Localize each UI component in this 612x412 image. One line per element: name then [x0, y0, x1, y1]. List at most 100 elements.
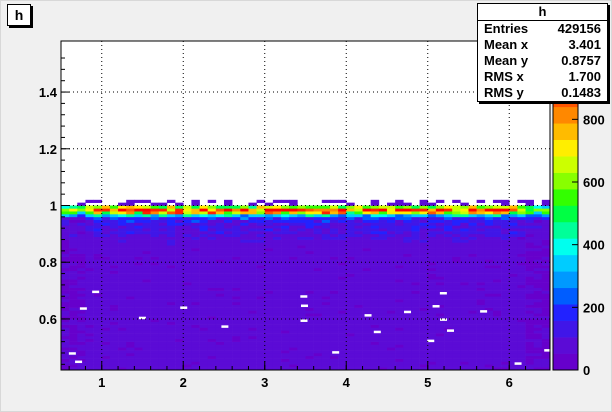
- heatmap-cell: [109, 248, 119, 252]
- heatmap-cell: [61, 358, 70, 362]
- heatmap-cell: [460, 321, 469, 325]
- heatmap-cell: [281, 273, 290, 277]
- heatmap-cell: [272, 333, 282, 337]
- heatmap-cell: [313, 222, 323, 226]
- heatmap-cell: [362, 347, 371, 351]
- heatmap-cell: [403, 242, 412, 246]
- heatmap-cell: [541, 239, 551, 243]
- heatmap-cell: [468, 293, 477, 297]
- heatmap-cell: [419, 350, 429, 354]
- heatmap-cell: [224, 290, 233, 294]
- heatmap-cell: [501, 259, 510, 263]
- heatmap-cell: [370, 313, 380, 317]
- heatmap-cell: [256, 211, 266, 215]
- heatmap-cell: [444, 219, 453, 223]
- heatmap-cell: [215, 313, 225, 317]
- heatmap-cell: [207, 239, 217, 243]
- heatmap-cell: [517, 304, 526, 308]
- heatmap-cell: [468, 321, 477, 325]
- heatmap-cell: [207, 335, 217, 340]
- heatmap-cell: [126, 316, 135, 320]
- heatmap-cell: [224, 214, 233, 218]
- heatmap-cell: [175, 364, 184, 368]
- heatmap-cell: [207, 199, 217, 203]
- heatmap-cell: [492, 211, 502, 215]
- heatmap-cell: [207, 233, 217, 237]
- heatmap-cell: [207, 321, 217, 325]
- heatmap-cell: [134, 352, 143, 357]
- heatmap-cell: [419, 199, 429, 203]
- heatmap-cell: [411, 245, 420, 249]
- heatmap-cell: [256, 287, 266, 291]
- heatmap-cell: [468, 228, 477, 232]
- heatmap-cell: [207, 364, 217, 368]
- heatmap-cell: [346, 341, 355, 345]
- heatmap-cell: [77, 253, 86, 257]
- heatmap-cell: [321, 233, 331, 237]
- heatmap-cell: [468, 299, 477, 303]
- palette-tick-label: 0: [583, 363, 590, 378]
- heatmap-cell: [142, 273, 151, 277]
- heatmap-cell: [93, 304, 103, 308]
- heatmap-cell: [240, 228, 249, 232]
- palette-swatch: [553, 271, 578, 289]
- heatmap-cell: [435, 219, 445, 223]
- heatmap-cell: [338, 273, 347, 277]
- heatmap-cell: [61, 307, 70, 311]
- heatmap-cell: [126, 202, 135, 206]
- heatmap-cell: [533, 313, 543, 317]
- heatmap-cell: [118, 324, 127, 328]
- heatmap-cell: [313, 347, 323, 351]
- heatmap-cell: [541, 327, 551, 331]
- heatmap-cell: [289, 199, 298, 203]
- heatmap-cell: [387, 321, 396, 325]
- heatmap-cell: [118, 250, 127, 255]
- heatmap-cell: [142, 316, 151, 320]
- heatmap-cell: [69, 293, 78, 297]
- heatmap-cell: [158, 279, 168, 283]
- heatmap-cell: [395, 250, 404, 255]
- heatmap-cell: [468, 279, 477, 283]
- heatmap-cell: [321, 250, 331, 255]
- heatmap-cell: [468, 233, 477, 237]
- heatmap-cell: [264, 202, 274, 206]
- heatmap-cell: [126, 259, 135, 263]
- heatmap-cell: [476, 256, 486, 260]
- heatmap-cell: [387, 324, 396, 328]
- heatmap-cell: [370, 327, 380, 331]
- heatmap-cell: [134, 358, 143, 362]
- heatmap-cell: [77, 355, 86, 359]
- heatmap-cell: [541, 284, 551, 289]
- heatmap-cell: [370, 358, 380, 362]
- heatmap-cell: [109, 245, 119, 249]
- heatmap-cell: [150, 239, 160, 243]
- heatmap-cell: [354, 290, 363, 294]
- heatmap-cell: [93, 367, 103, 371]
- heatmap-cell: [403, 222, 412, 226]
- heatmap-cell: [191, 211, 200, 215]
- heatmap-cell: [517, 316, 526, 320]
- palette-swatch: [553, 254, 578, 272]
- heatmap-cell: [158, 296, 168, 300]
- heatmap-cell: [403, 318, 412, 323]
- heatmap-cell: [207, 333, 217, 337]
- heatmap-cell: [297, 313, 306, 317]
- heatmap-cell: [297, 267, 306, 272]
- heatmap-cell: [517, 284, 526, 289]
- heatmap-cell: [289, 352, 298, 357]
- heatmap-cell: [435, 273, 445, 277]
- heatmap-cell: [175, 284, 184, 289]
- heatmap-cell: [476, 273, 486, 277]
- heatmap-cell: [215, 355, 225, 359]
- heatmap-cell: [346, 236, 355, 240]
- heatmap-cell: [329, 205, 339, 209]
- heatmap-cell: [150, 361, 160, 365]
- heatmap-cell: [69, 276, 78, 280]
- heatmap-cell: [232, 350, 241, 354]
- heatmap-cell: [533, 208, 543, 212]
- heatmap-cell: [101, 327, 111, 331]
- heatmap-cell: [264, 344, 274, 348]
- heatmap-cell: [541, 259, 551, 263]
- heatmap-cell: [134, 256, 143, 260]
- heatmap-cell: [109, 262, 119, 266]
